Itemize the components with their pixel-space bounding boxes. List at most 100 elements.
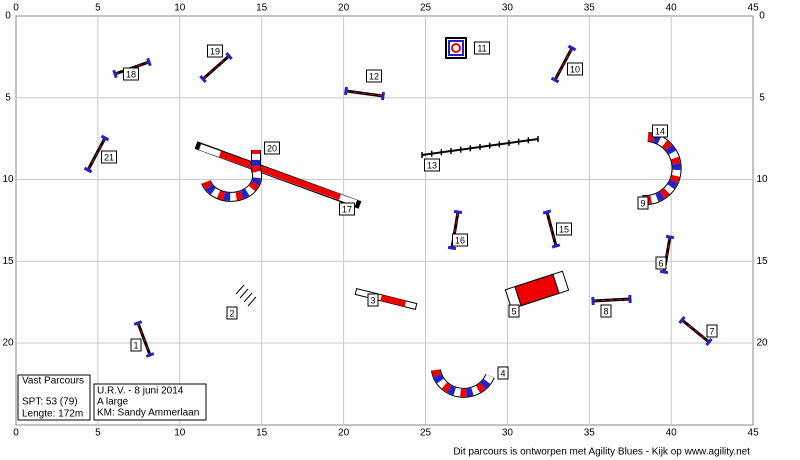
x-label-top: 45 (748, 3, 760, 14)
event-judge: KM: Sandy Ammerlaan (97, 408, 199, 419)
hurdle-bar (592, 298, 631, 302)
x-label-bottom: 20 (338, 428, 350, 439)
x-label-bottom: 0 (13, 428, 19, 439)
obstacle-label-box (226, 306, 238, 320)
x-label-bottom: 40 (666, 428, 678, 439)
hurdle-wing (665, 234, 675, 240)
obstacle-label: 9 (640, 198, 645, 208)
hurdle-wing (199, 75, 207, 83)
hurdle-wing (380, 91, 386, 101)
obstacle-label-box (101, 150, 117, 164)
obstacle-label: 17 (342, 204, 352, 214)
obstacle-label-box (130, 338, 142, 352)
x-label-top: 40 (666, 3, 678, 14)
x-label-top: 5 (95, 3, 101, 14)
hurdle-wing (225, 52, 233, 60)
table (445, 37, 467, 59)
obstacles (83, 37, 713, 398)
y-label-left: 10 (2, 174, 14, 185)
hurdle-wing (83, 166, 93, 174)
obstacle-label-box (367, 293, 379, 307)
hurdle-bar (87, 137, 106, 171)
hurdle-wing (100, 134, 110, 142)
hurdle-bar (451, 211, 459, 249)
event-box (93, 383, 207, 421)
x-label-top: 0 (13, 3, 19, 14)
obstacle-label-box (497, 366, 509, 380)
obstacle-label-box (652, 124, 668, 138)
obstacle-label-box (452, 233, 468, 247)
long-jump (235, 284, 257, 307)
obstacle-label-box (637, 196, 649, 210)
obstacle-label-box (474, 41, 490, 55)
obstacle-label-box (123, 67, 139, 81)
hurdle-wing (678, 315, 686, 325)
hurdle-wing (659, 269, 669, 275)
hurdle-wing (567, 44, 577, 52)
x-label-bottom: 15 (256, 428, 268, 439)
obstacle-label: 20 (267, 143, 277, 153)
info-title: Vast Parcours (22, 376, 84, 387)
y-label-right: 5 (759, 92, 765, 103)
obstacle-label-box (706, 324, 718, 338)
field (15, 15, 754, 426)
obstacle-label: 6 (658, 258, 663, 268)
hurdle-wing (133, 320, 143, 326)
y-label-right: 20 (756, 338, 768, 349)
hurdle-wing (343, 86, 349, 96)
table-center (451, 43, 461, 53)
obstacle-label: 21 (104, 152, 114, 162)
obstacle-label: 7 (709, 326, 714, 336)
obstacle-label-box (424, 158, 440, 172)
footer: Dit parcours is ontworpen met Agility Bl… (453, 447, 750, 458)
x-label-bottom: 10 (174, 428, 186, 439)
obstacle-label-box (655, 256, 667, 270)
hurdle-bar (663, 236, 671, 273)
obstacle-label-box (339, 202, 355, 216)
obstacle-label: 1 (133, 340, 138, 350)
obstacle-label: 19 (210, 46, 220, 56)
x-label-bottom: 30 (502, 428, 514, 439)
hurdle-wing (551, 243, 561, 249)
event-class: A large (97, 397, 129, 408)
x-label-bottom: 25 (420, 428, 432, 439)
obstacle-label-box (508, 304, 520, 318)
hurdle-wing (447, 245, 457, 251)
x-label-top: 30 (502, 3, 514, 14)
dogwalk (218, 151, 342, 200)
obstacle-label: 16 (455, 235, 465, 245)
table-inner (448, 40, 464, 56)
tunnel-stripe (202, 150, 262, 201)
y-label-right: 10 (756, 174, 768, 185)
hurdle-bar (202, 55, 230, 80)
hurdle-bar (554, 47, 573, 81)
obstacle-label: 14 (655, 126, 665, 136)
info-spt: SPT: 53 (79) (22, 397, 78, 408)
y-label-right: 15 (756, 256, 768, 267)
obstacle-label-box (264, 141, 280, 155)
hurdle-wing (705, 337, 713, 347)
a-frame (504, 270, 570, 310)
hurdle-wing (453, 209, 463, 215)
obstacle-label: 13 (427, 160, 437, 170)
hurdle-wing (112, 69, 118, 79)
tunnel-stripe (432, 369, 494, 397)
obstacle-label: 11 (477, 43, 486, 53)
y-label-left: 20 (2, 338, 14, 349)
x-label-top: 10 (174, 3, 186, 14)
obstacle-label: 12 (369, 71, 379, 81)
obstacle-label: 5 (511, 306, 516, 316)
hurdle-bar (345, 90, 384, 97)
x-label-bottom: 5 (95, 428, 101, 439)
y-label-right: 0 (759, 11, 765, 22)
hurdle-bar (681, 319, 710, 343)
x-label-top: 25 (420, 3, 432, 14)
obstacle-label: 8 (603, 306, 608, 316)
hurdle-wing (146, 57, 152, 67)
obstacle-label: 18 (126, 69, 136, 79)
hurdle-wing (542, 209, 552, 215)
x-label-bottom: 45 (748, 428, 760, 439)
